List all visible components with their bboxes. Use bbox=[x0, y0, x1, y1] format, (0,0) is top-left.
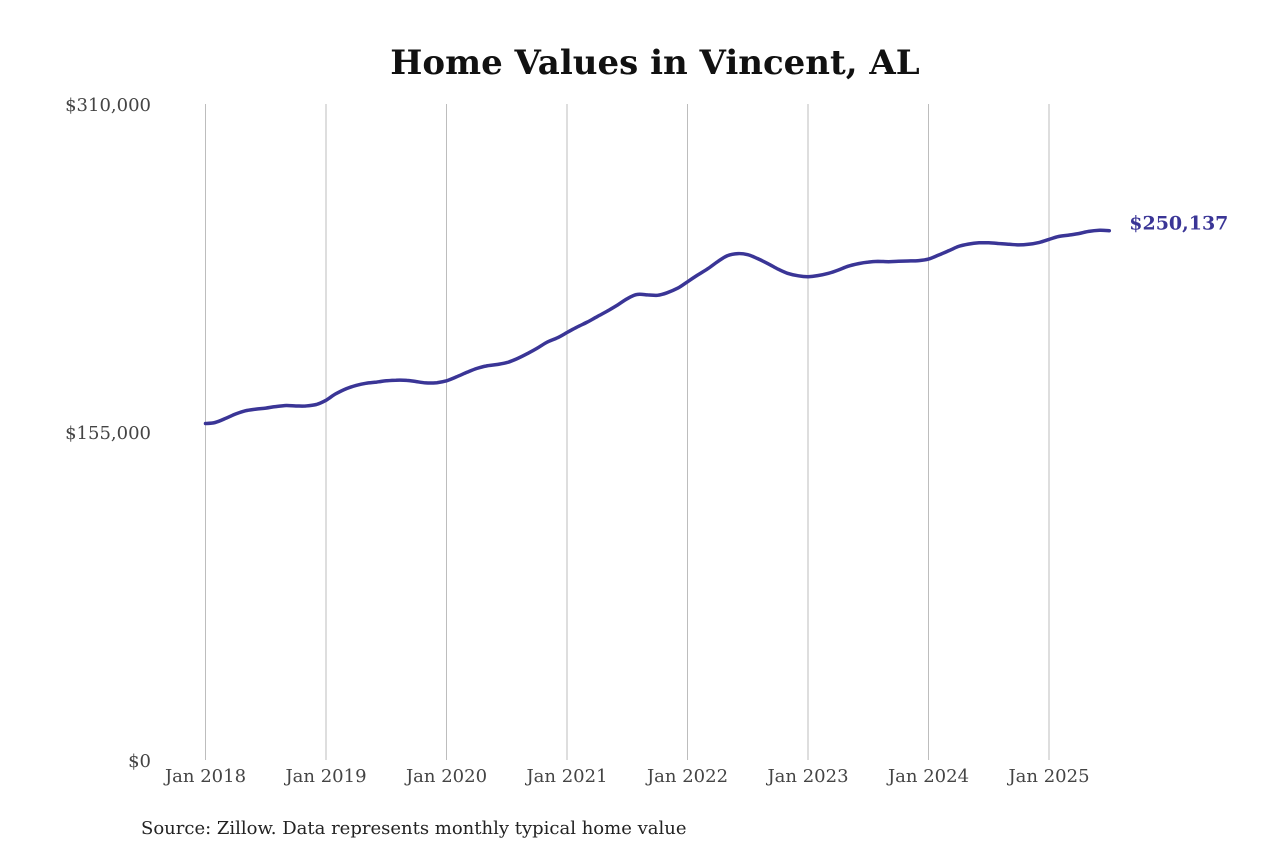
x-tick-label: Jan 2019 bbox=[283, 766, 366, 787]
y-tick-label: $0 bbox=[128, 751, 151, 772]
y-tick-label: $155,000 bbox=[65, 423, 151, 444]
x-tick-label: Jan 2022 bbox=[645, 766, 728, 787]
home-value-series-line bbox=[203, 228, 1112, 426]
x-tick-label: Jan 2025 bbox=[1006, 766, 1089, 787]
chart-title: Home Values in Vincent, AL bbox=[390, 43, 919, 83]
x-tick-label: Jan 2020 bbox=[404, 766, 487, 787]
x-tick-label: Jan 2021 bbox=[524, 766, 607, 787]
x-tick-label: Jan 2018 bbox=[163, 766, 246, 787]
y-tick-label: $310,000 bbox=[65, 95, 151, 116]
vertical-gridlines bbox=[205, 104, 1050, 760]
source-note: Source: Zillow. Data represents monthly … bbox=[141, 818, 687, 839]
x-axis-tick-labels: Jan 2018 Jan 2019 Jan 2020 Jan 2021 Jan 2022… bbox=[163, 766, 1090, 787]
latest-value-label: $250,137 bbox=[1129, 213, 1228, 235]
x-tick-label: Jan 2023 bbox=[765, 766, 848, 787]
y-axis-tick-labels: $0 $155,000 $310,000 bbox=[65, 95, 151, 772]
x-tick-label: Jan 2024 bbox=[886, 766, 969, 787]
